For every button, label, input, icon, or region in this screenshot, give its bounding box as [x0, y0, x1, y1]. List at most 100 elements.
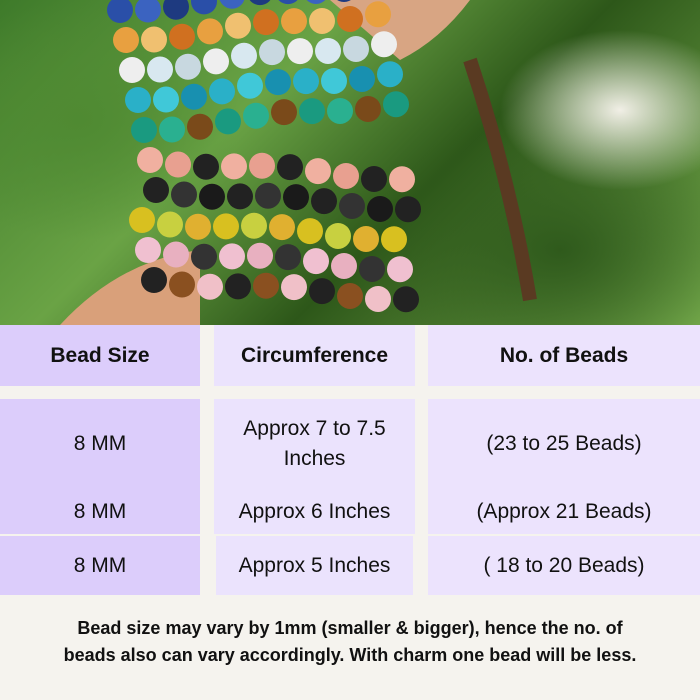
bead — [253, 9, 279, 36]
note-line-2: beads also can vary accordingly. With ch… — [63, 645, 637, 665]
bead — [157, 211, 183, 238]
bead — [309, 278, 335, 305]
bead — [107, 0, 133, 23]
bead — [259, 39, 285, 66]
bead — [353, 225, 379, 252]
bead — [361, 165, 387, 192]
row2-size: 8 MM — [0, 489, 200, 534]
bead — [297, 218, 323, 245]
row3-beads: ( 18 to 20 Beads) — [428, 536, 700, 595]
bead — [221, 153, 247, 180]
bead — [241, 212, 267, 239]
bead — [213, 213, 239, 240]
bead — [181, 83, 207, 110]
bead — [305, 158, 331, 185]
row1-circumference: Approx 7 to 7.5 Inches — [214, 399, 415, 489]
bead — [225, 12, 251, 39]
bead — [129, 207, 155, 233]
bead — [147, 56, 173, 83]
bead — [393, 286, 419, 313]
bead — [135, 237, 161, 263]
bead — [387, 256, 413, 283]
disclaimer-note: Bead size may vary by 1mm (smaller & big… — [0, 615, 700, 669]
bead — [365, 1, 391, 28]
bracelets-photo — [0, 0, 700, 325]
bead — [395, 196, 421, 223]
bead — [225, 273, 251, 300]
bead — [383, 91, 409, 118]
bead — [231, 42, 257, 69]
bead — [203, 48, 229, 75]
bead — [265, 69, 291, 96]
row3-size: 8 MM — [0, 536, 200, 595]
bead — [303, 248, 329, 275]
bead — [331, 252, 357, 279]
bead — [243, 102, 269, 129]
bead — [327, 97, 353, 124]
bead — [249, 0, 271, 6]
bead — [185, 213, 211, 240]
bead — [169, 23, 195, 50]
bead — [227, 183, 253, 210]
bead — [359, 255, 385, 282]
row1-size: 8 MM — [0, 399, 200, 489]
bead — [197, 18, 223, 45]
bead — [135, 0, 161, 23]
bead — [306, 0, 326, 4]
bead — [193, 153, 219, 180]
bead — [191, 0, 217, 15]
bead — [247, 242, 273, 269]
bead — [269, 214, 295, 241]
bead — [171, 181, 197, 208]
bead — [175, 53, 201, 80]
bead — [137, 147, 163, 173]
bead — [125, 87, 151, 113]
bead — [249, 152, 275, 179]
bead — [237, 72, 263, 99]
bracelet-beads-illustration — [60, 0, 537, 325]
bead — [381, 226, 407, 253]
bead — [389, 166, 415, 193]
bead — [377, 61, 403, 88]
bead — [355, 95, 381, 122]
bead — [321, 67, 347, 94]
bead — [339, 192, 365, 219]
header-circumference: Circumference — [214, 325, 415, 386]
bead — [209, 78, 235, 105]
bead — [131, 117, 157, 143]
bead — [278, 0, 298, 5]
bead — [325, 222, 351, 249]
bead — [349, 65, 375, 92]
bead — [163, 241, 189, 268]
bead — [281, 274, 307, 301]
bead — [337, 0, 351, 2]
bead — [371, 31, 397, 58]
bead — [191, 243, 217, 270]
bead — [333, 162, 359, 189]
bead — [113, 27, 139, 53]
bead — [219, 0, 245, 9]
bead — [315, 37, 341, 64]
row1-beads: (23 to 25 Beads) — [428, 399, 700, 489]
row2-circumference: Approx 6 Inches — [214, 489, 415, 534]
bead — [293, 68, 319, 95]
bead — [275, 244, 301, 271]
note-line-1: Bead size may vary by 1mm (smaller & big… — [77, 618, 623, 638]
bead — [343, 35, 369, 62]
bead — [141, 267, 167, 293]
bead — [119, 57, 145, 83]
bead — [199, 183, 225, 210]
bead — [281, 8, 307, 35]
bead — [153, 86, 179, 113]
row2-beads: (Approx 21 Beads) — [428, 489, 700, 534]
bead — [197, 273, 223, 300]
bead — [283, 184, 309, 211]
bead — [253, 272, 279, 299]
bead — [219, 243, 245, 270]
bead — [143, 177, 169, 203]
bead — [365, 285, 391, 312]
bead — [337, 282, 363, 309]
bead — [159, 116, 185, 143]
header-bead-size: Bead Size — [0, 325, 200, 386]
bead — [277, 154, 303, 181]
